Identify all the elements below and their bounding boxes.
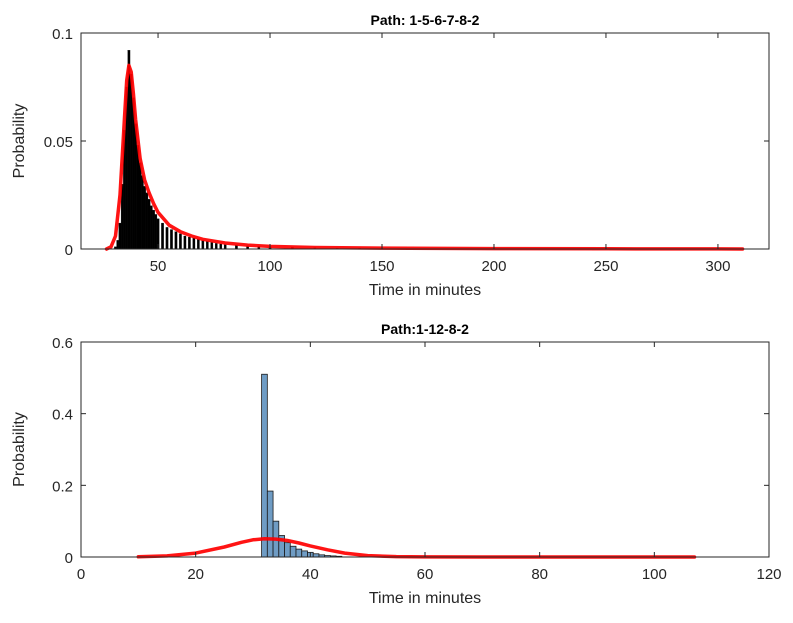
chart-title: Path: 1-5-6-7-8-2	[371, 12, 480, 28]
plot-area	[80, 32, 770, 250]
x-tick-label: 200	[481, 258, 506, 275]
x-axis-label: Time in minutes	[369, 590, 481, 607]
top-chart-path-1-5-6-7-8-2: 50 100 150 200 250 300 0 0.05 0.1 Path: 1-5-6-7-8…	[11, 12, 770, 299]
histogram-bar	[197, 239, 200, 250]
x-tick-label: 50	[150, 258, 167, 275]
histogram-bar	[138, 162, 142, 250]
x-tick-label: 60	[417, 566, 434, 583]
histogram-bar	[152, 209, 155, 250]
histogram-bar	[295, 548, 303, 558]
histogram-bar	[174, 231, 178, 250]
y-tick-label: 0.1	[52, 26, 73, 43]
histogram-bar	[134, 123, 137, 250]
y-axis-label: Probability	[11, 412, 28, 487]
histogram-bar	[129, 73, 133, 250]
histogram-bar	[165, 227, 169, 250]
histogram-bar	[261, 373, 268, 558]
y-tick-label: 0.2	[52, 478, 73, 495]
histogram-bars	[114, 50, 384, 250]
histogram-bar	[161, 222, 164, 250]
plot-area	[80, 341, 770, 558]
bottom-chart-path-1-12-8-2: 0 20 40 60 80 100 120 0 0.2 0.4 0.6 Path:1-12-8-2 Ti…	[11, 321, 782, 607]
histogram-bar	[136, 145, 140, 250]
histogram-bar	[183, 235, 187, 250]
x-tick-label: 300	[705, 258, 730, 275]
x-tick-label: 100	[258, 258, 283, 275]
histogram-bar	[118, 222, 122, 250]
x-tick-label: 80	[531, 566, 548, 583]
histogram-bar	[215, 243, 218, 250]
histogram-bar	[201, 240, 205, 250]
y-tick-label: 0	[65, 242, 73, 259]
histogram-bar	[179, 233, 182, 250]
histogram-bar	[154, 214, 158, 250]
histogram-bar	[143, 186, 146, 250]
histogram-bar	[116, 240, 119, 250]
x-tick-label: 250	[593, 258, 618, 275]
histogram-bar	[284, 542, 291, 558]
x-tick-label: 120	[756, 566, 781, 583]
histogram-bar	[145, 192, 149, 250]
histogram-bar	[210, 242, 214, 250]
histogram-bar	[150, 205, 153, 250]
x-tick-label: 40	[302, 566, 319, 583]
x-tick-label: 150	[369, 258, 394, 275]
histogram-bar	[266, 490, 274, 558]
y-axis-label: Probability	[11, 104, 28, 179]
x-axis-label: Time in minutes	[369, 282, 481, 299]
y-tick-label: 0.6	[52, 335, 73, 352]
histogram-bar	[141, 175, 144, 250]
histogram-bar	[223, 244, 227, 250]
histogram-bar	[147, 199, 151, 250]
histogram-bar	[192, 238, 196, 250]
histogram-bar	[206, 241, 209, 250]
fitted-pdf-line	[104, 63, 745, 251]
y-tick-label: 0.05	[44, 134, 73, 151]
y-tick-label: 0	[65, 550, 73, 567]
x-tick-label: 0	[77, 566, 85, 583]
x-tick-label: 20	[187, 566, 204, 583]
x-tick-label: 100	[642, 566, 667, 583]
histogram-bar	[219, 243, 223, 250]
y-tick-label: 0.4	[52, 407, 73, 424]
histogram-bar	[289, 545, 297, 558]
histogram-bar	[170, 229, 173, 250]
histogram-bar	[188, 236, 191, 250]
chart-title: Path:1-12-8-2	[381, 321, 469, 337]
histogram-bar	[301, 550, 308, 558]
